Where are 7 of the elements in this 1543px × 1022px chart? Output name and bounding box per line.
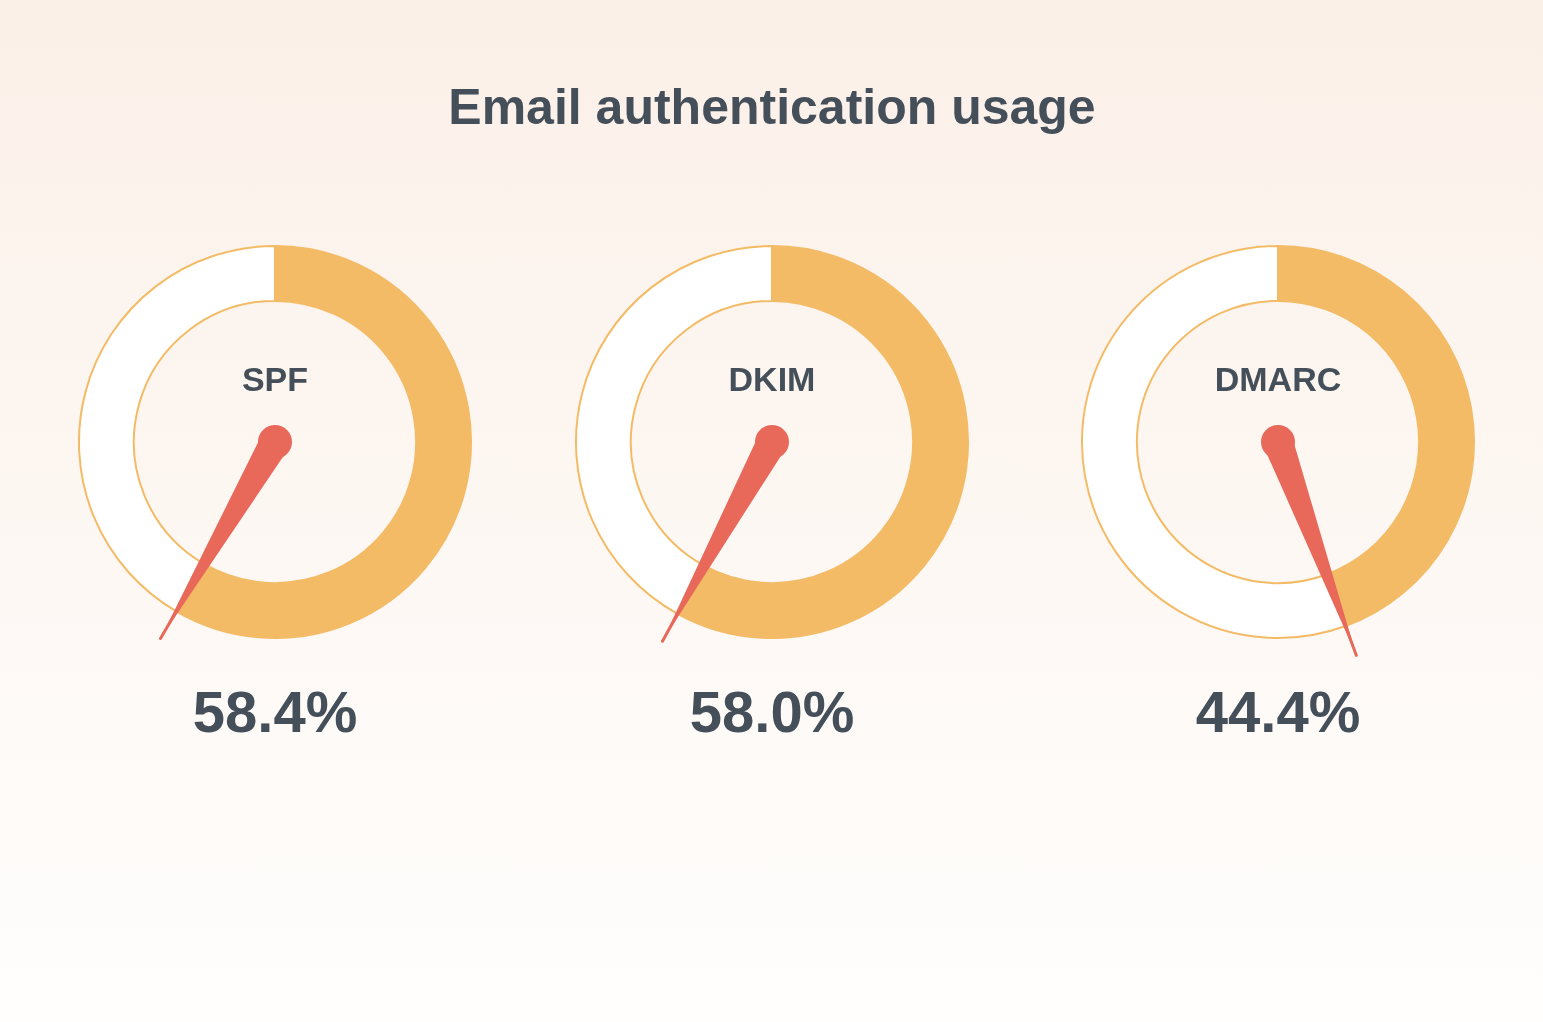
text: DMARC: [1214, 360, 1342, 399]
text: 58.4%: [191, 679, 359, 744]
chart-title: Email authentication usage: [447, 78, 1097, 136]
text: SPF: [241, 360, 309, 399]
text: DKIM: [728, 360, 816, 399]
text: 58.0%: [688, 679, 856, 744]
text: 44.4%: [1194, 679, 1362, 744]
